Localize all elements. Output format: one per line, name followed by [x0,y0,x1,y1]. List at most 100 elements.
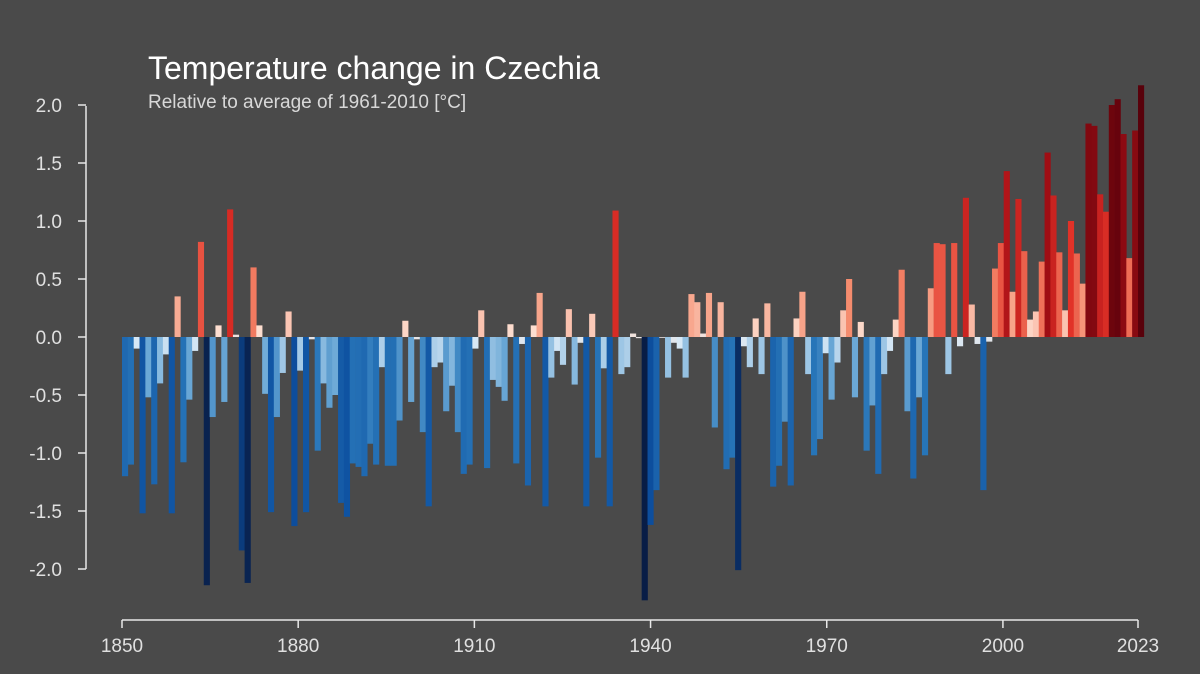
bar-1924 [554,337,561,351]
bar-1983 [898,269,905,337]
y-tick-label: -1.5 [29,502,62,523]
bar-1976 [857,321,864,337]
bar-1946 [682,337,689,378]
bar-1951 [711,337,718,428]
bar-1901 [419,337,426,433]
bar-1979 [875,337,882,474]
bar-1925 [559,337,567,365]
x-tick-label: 1880 [277,636,319,657]
bar-1947 [688,294,695,337]
bar-1915 [501,337,508,401]
bar-1929 [583,337,590,507]
bar-1876 [273,337,280,418]
bar-2005 [1027,319,1034,337]
bar-1938 [635,337,642,339]
bar-1963 [781,337,788,422]
bar-1957 [746,337,753,368]
bar-1989 [933,243,940,337]
bar-1887 [338,337,345,503]
bar-1939 [641,337,648,601]
bar-2007 [1038,261,1045,337]
bar-2014 [1079,283,1086,337]
bar-1900 [413,337,421,340]
bar-1873 [256,325,263,337]
bar-1892 [367,337,374,444]
bar-1877 [279,337,286,373]
bar-1967 [805,337,812,375]
bar-1851 [127,337,134,465]
bar-2003 [1015,198,1022,337]
bars-group [122,85,1145,601]
bar-1904 [437,337,444,363]
x-tick-label: 1940 [629,636,671,657]
bar-1996 [974,337,981,344]
bar-1852 [133,337,140,349]
bar-1882 [308,337,315,340]
bar-1955 [735,337,742,571]
bar-1893 [373,337,380,465]
bar-2010 [1056,252,1063,337]
bar-1942 [659,337,666,338]
bar-1879 [291,337,298,527]
y-tick-label: -2.0 [29,560,62,581]
bar-1885 [326,337,333,408]
bar-1948 [694,302,701,337]
bar-1933 [606,337,613,507]
bar-1994 [962,197,969,337]
bar-1869 [232,334,240,337]
bar-1896 [390,337,397,466]
bar-1890 [355,337,362,467]
bar-1993 [956,337,964,347]
bar-1856 [157,337,164,384]
bar-1949 [700,333,707,337]
bar-1995 [968,304,975,337]
y-tick-label: 0.5 [36,270,62,291]
bar-1865 [209,337,216,418]
bar-2008 [1044,152,1051,337]
bar-2023 [1132,130,1139,337]
bar-1930 [589,313,596,337]
bar-1870 [238,337,245,551]
y-tick-label: 1.0 [36,212,62,233]
bar-1910 [472,337,479,349]
bar-2006 [1032,311,1040,337]
bar-2012 [1067,221,1075,337]
x-tick-label: 1910 [453,636,495,657]
bar-1966 [799,291,806,337]
bar-2022 [1126,258,1133,337]
bar-1886 [332,337,339,395]
chart-subtitle: Relative to average of 1961-2010 [°C] [148,92,467,113]
bar-1923 [548,337,555,378]
bar-1941 [653,337,660,491]
bar-1974 [846,279,853,337]
bar-1934 [612,210,619,337]
bar-1968 [811,337,818,456]
bar-1853 [139,337,146,514]
bar-1932 [600,337,607,369]
bar-1986 [916,337,923,398]
x-tick-label: 1970 [806,636,848,657]
y-tick-label: 1.5 [36,154,62,175]
bar-1913 [489,337,496,380]
bar-1982 [892,319,899,337]
bar-1980 [881,337,888,375]
bar-1854 [145,337,152,398]
bar-1973 [840,310,847,337]
bar-1858 [168,337,175,514]
bar-1990 [939,244,946,337]
bar-1998 [986,337,993,342]
x-tick-label: 1850 [101,636,143,657]
bar-1970 [822,337,829,354]
bar-1972 [834,337,841,363]
bar-1897 [396,337,403,421]
bar-1857 [162,337,170,355]
bar-1880 [297,337,304,371]
bar-1991 [945,337,952,375]
bar-1855 [151,337,158,485]
bar-1895 [384,337,391,466]
bar-1975 [851,337,859,398]
bar-1936 [624,337,631,368]
bar-2019 [1108,105,1115,337]
bar-1850 [122,337,129,477]
bar-1902 [425,337,432,507]
